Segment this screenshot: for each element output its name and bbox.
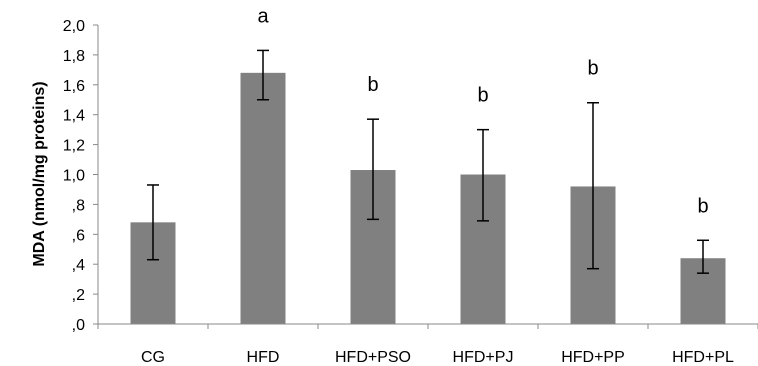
y-tick-label: 1,0: [63, 168, 85, 185]
bars: [130, 72, 726, 324]
x-tick-label: HFD+PSO: [335, 349, 411, 366]
y-axis-title: MDA (nmol/mg proteins): [31, 81, 48, 266]
x-tick-label: CG: [141, 349, 165, 366]
y-tick-label: ,0: [72, 317, 85, 334]
bar-hfd: [240, 72, 286, 324]
y-tick-label: 1,4: [63, 108, 85, 125]
significance-label: b: [697, 195, 708, 217]
y-tick-label: 2,0: [63, 18, 85, 35]
x-tick-label: HFD: [247, 349, 280, 366]
y-tick-label: 1,6: [63, 78, 85, 95]
y-tick-label: ,4: [72, 257, 85, 274]
x-axis: CG HFD HFD+PSO HFD+PJ HFD+PP HFD+PL: [97, 323, 758, 366]
significance-label: b: [367, 74, 378, 96]
error-bars: [147, 49, 709, 274]
significance-label: b: [587, 58, 598, 80]
y-tick-label: 1,2: [63, 138, 85, 155]
x-tick-label: HFD+PJ: [453, 349, 514, 366]
y-tick-label: ,2: [72, 287, 85, 304]
y-tick-label: ,8: [72, 197, 85, 214]
significance-labels: a b b b b: [257, 5, 708, 217]
x-tick-label: HFD+PP: [561, 349, 625, 366]
significance-label: a: [257, 5, 269, 27]
y-axis: ,0 ,2 ,4 ,6 ,8 1,0 1,2 1,4 1,6 1,8 2,0: [63, 18, 99, 334]
y-tick-label: 1,8: [63, 48, 85, 65]
significance-label: b: [477, 85, 488, 107]
y-tick-label: ,6: [72, 227, 85, 244]
x-tick-label: HFD+PL: [672, 349, 734, 366]
